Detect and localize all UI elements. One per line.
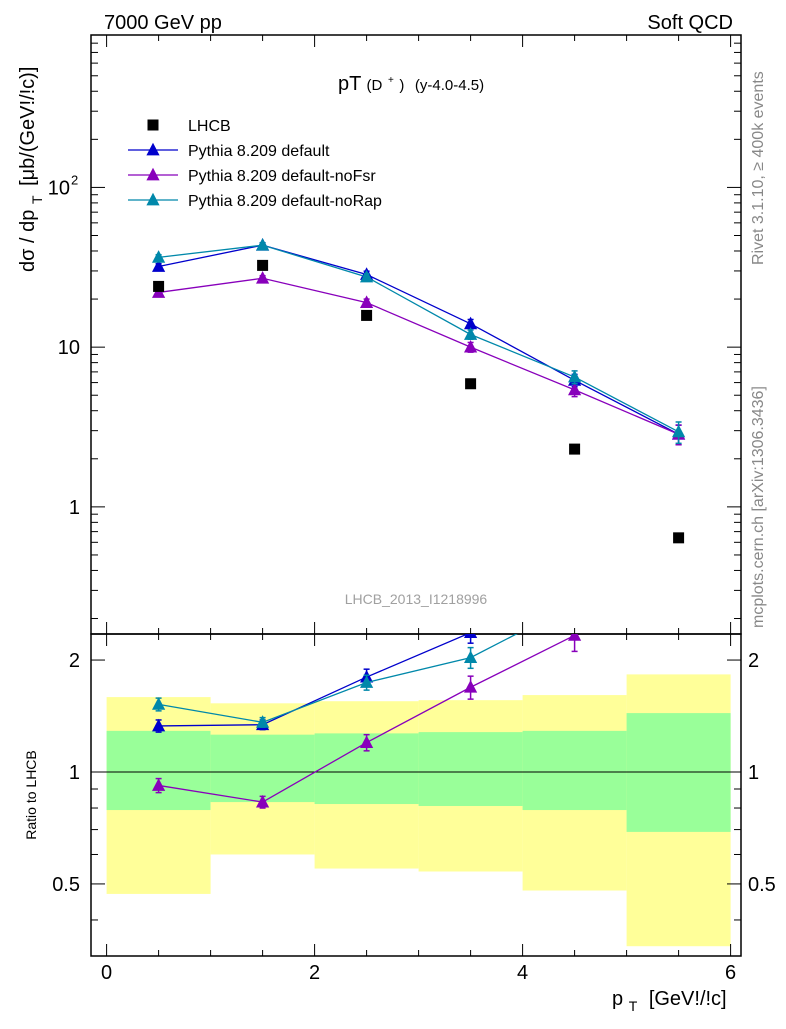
band-stat [418,732,523,807]
legend-marker [146,192,160,206]
series-point [256,271,270,284]
band-stat [626,713,731,832]
series-point [464,339,478,353]
ratio-y-label: Ratio to LHCB [23,750,39,839]
ratio-y-tick-label-left: 2 [69,650,80,672]
ratio-point [256,715,270,728]
title-close: ) [399,77,404,94]
ratio-point [464,650,478,664]
series-point [568,382,582,396]
series-point [256,237,270,251]
ratio-point [568,634,582,641]
title-sup: + [388,75,394,86]
series-point [568,369,582,383]
legend-label: Pythia 8.209 default-noFsr [188,168,376,185]
x-axis-label: p T [GeV!/!c] [612,988,727,1016]
y-axis-label: dσ / dp T [μb/(GeV!/!c)] [17,67,47,272]
y-tick-label-exponent: 2 [71,172,78,187]
data-point [361,309,373,321]
series-point [464,316,478,330]
data-point [569,443,581,455]
title-particle: (D [367,77,383,94]
x-tick-label: 2 [309,962,320,984]
mcplots-label: mcplots.cern.ch [arXiv:1306.3436] [750,386,767,628]
x-tick-label: 4 [517,962,528,984]
y-tick-label: 10 [58,337,80,359]
x-axis-label-sub: T [629,998,638,1014]
legend: LHCB Pythia 8.209 default Pythia 8.209 def… [128,118,382,210]
y-axis-label-b: [μb/(GeV!/!c)] [17,67,39,186]
plot-title: pT (D + ) (y-4.0-4.5) [338,66,484,95]
ratio-line [158,634,577,803]
ratio-point [152,778,166,791]
legend-label: Pythia 8.209 default-noRap [188,193,382,210]
data-point [257,259,269,271]
analysis-id: LHCB_2013_I1218996 [345,591,488,607]
legend-marker [146,142,160,156]
legend-marker [146,167,160,181]
ratio-line [158,634,518,723]
series-point [672,424,686,438]
y-axis-label-a: dσ / dp [17,210,39,272]
band-stat [522,730,627,811]
ratio-point [464,680,478,693]
ratio-frame [90,633,742,957]
series-point [360,295,374,309]
x-tick-label: 0 [101,962,112,984]
ratio-y-tick-label-right: 0.5 [748,874,776,896]
marks [152,237,686,809]
legend-label: Pythia 8.209 default [188,143,330,160]
ratio-y-tick-label-left: 1 [69,762,80,784]
ratio-point [152,718,166,732]
series-line [158,244,679,435]
ratio-y-tick-label-right: 1 [748,762,759,784]
band-stat [210,734,315,803]
ratio-point [256,794,270,808]
frames [90,34,742,957]
header-left: 7000 GeV pp [104,12,222,34]
title-range: (y-4.0-4.5) [415,77,484,94]
legend-label-data: LHCB [188,118,231,135]
x-axis-label-main: p [612,988,623,1010]
legend-marker-data [147,119,159,131]
x-axis-label-unit: [GeV!/!c] [649,988,727,1010]
ratio-y-tick-label-left: 0.5 [52,874,80,896]
data-point [465,378,477,390]
series-line [158,244,679,433]
title-main: pT [338,73,361,95]
series-point [152,259,166,272]
ratio-point [464,634,478,639]
ratio-marks [152,634,582,809]
series-point [464,327,478,340]
ratio-point [360,735,374,748]
x-tick-label: 6 [725,962,736,984]
data-point [153,280,165,292]
rivet-label: Rivet 3.1.10, ≥ 400k events [750,71,767,265]
header-right: Soft QCD [647,12,733,34]
y-tick-label: 10 [48,177,70,199]
ratio-point [152,697,166,710]
series-line [158,277,679,435]
ratio-point [360,675,374,688]
data-point [673,532,685,544]
series-point [360,269,374,283]
series-point [152,250,166,263]
y-axis-label-sub: T [29,195,45,204]
ratio-bands [91,674,741,947]
y-tick-label: 1 [69,497,80,519]
ratio-line [158,634,470,727]
band-stat [106,730,211,811]
ratio-y-tick-label-right: 2 [748,650,759,672]
